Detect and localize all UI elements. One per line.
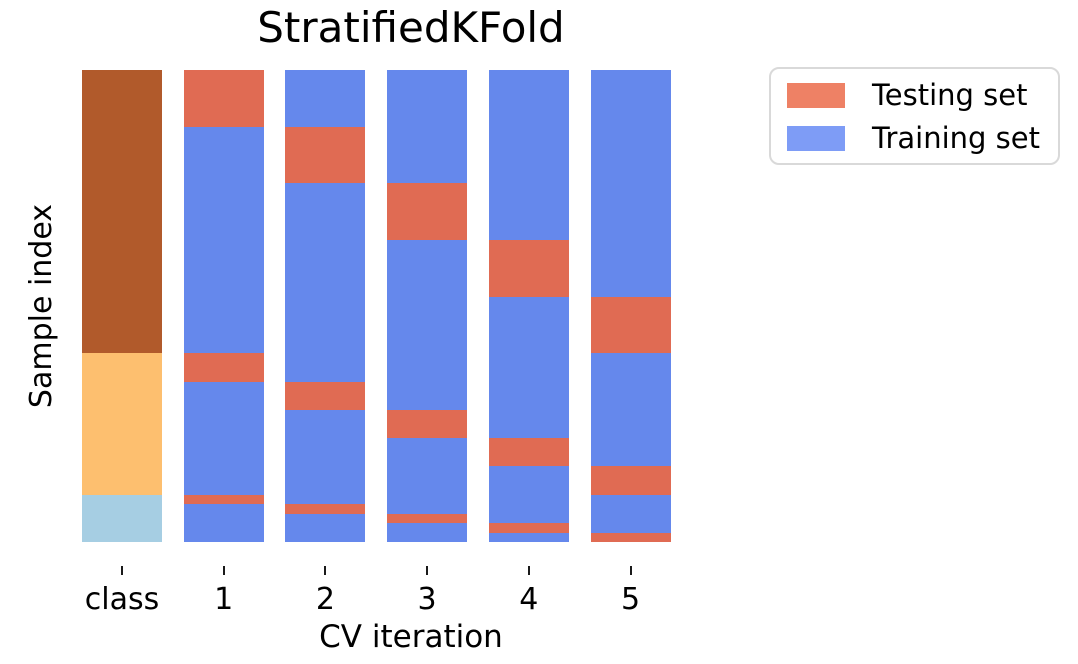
bar-segment-train <box>590 353 671 467</box>
legend-item: Training set <box>787 120 1058 155</box>
column-4 <box>488 70 569 542</box>
bar-segment-train <box>590 70 671 297</box>
bar-segment-train <box>387 70 468 184</box>
bar-segment-class1 <box>82 353 162 495</box>
bar-segment-train <box>285 70 366 127</box>
legend-label: Training set <box>872 120 1040 155</box>
bar-segment-train <box>285 183 366 382</box>
column-class <box>82 70 162 542</box>
legend: Testing set Training set <box>769 67 1060 165</box>
x-tick-label-5: 5 <box>620 582 641 617</box>
bar-segment-train <box>488 70 569 240</box>
column-2 <box>285 70 366 542</box>
testing-set-swatch <box>787 83 845 109</box>
training-set-swatch <box>787 126 845 152</box>
column-3 <box>387 70 468 542</box>
bar-segment-train <box>183 504 264 542</box>
bar-segment-train <box>590 494 671 533</box>
bar-segment-class2 <box>82 70 162 354</box>
x-tick <box>222 566 225 575</box>
bar-segment-test <box>387 183 468 240</box>
bar-segment-train <box>183 381 264 495</box>
bar-segment-test <box>488 523 569 533</box>
bar-segment-class0 <box>82 494 162 542</box>
bar-segment-test <box>285 126 366 184</box>
legend-item: Testing set <box>787 78 1058 112</box>
bar-segment-test <box>183 353 264 382</box>
bar-segment-train <box>387 239 468 410</box>
bar-segment-train <box>183 126 264 354</box>
column-5 <box>590 70 671 542</box>
x-tick-label-3: 3 <box>417 582 437 617</box>
bar-segment-test <box>183 70 264 127</box>
x-tick <box>121 566 123 575</box>
y-axis-label: Sample index <box>24 203 59 409</box>
x-tick <box>629 566 632 575</box>
bar-segment-test <box>488 438 569 467</box>
bar-segment-test <box>488 239 569 297</box>
plot-area <box>82 70 674 542</box>
bar-segment-test <box>590 296 671 354</box>
bar-segment-test <box>285 504 366 514</box>
x-tick-label-4: 4 <box>519 582 539 617</box>
bar-segment-test <box>590 466 671 495</box>
x-tick <box>527 566 530 575</box>
bar-segment-test <box>590 532 671 542</box>
bar-segment-train <box>387 438 468 514</box>
bar-segment-train <box>285 409 366 505</box>
bar-segment-train <box>285 513 366 542</box>
chart-title: StratifiedKFold <box>257 3 565 52</box>
bar-segment-test <box>285 381 366 410</box>
column-1 <box>183 70 264 542</box>
bar-segment-test <box>183 494 264 505</box>
x-tick <box>324 566 327 575</box>
bar-segment-train <box>488 532 569 542</box>
bar-segment-train <box>387 523 468 542</box>
bar-segment-train <box>488 296 569 439</box>
x-axis-label: CV iteration <box>319 619 503 655</box>
x-tick <box>426 566 429 575</box>
x-tick-label-class: class <box>84 582 160 617</box>
bar-segment-test <box>387 409 468 439</box>
legend-label: Testing set <box>872 78 1028 112</box>
x-tick-label-2: 2 <box>315 582 335 617</box>
bar-segment-train <box>488 466 569 524</box>
bar-segment-test <box>387 513 468 524</box>
x-tick-label-1: 1 <box>214 582 234 617</box>
